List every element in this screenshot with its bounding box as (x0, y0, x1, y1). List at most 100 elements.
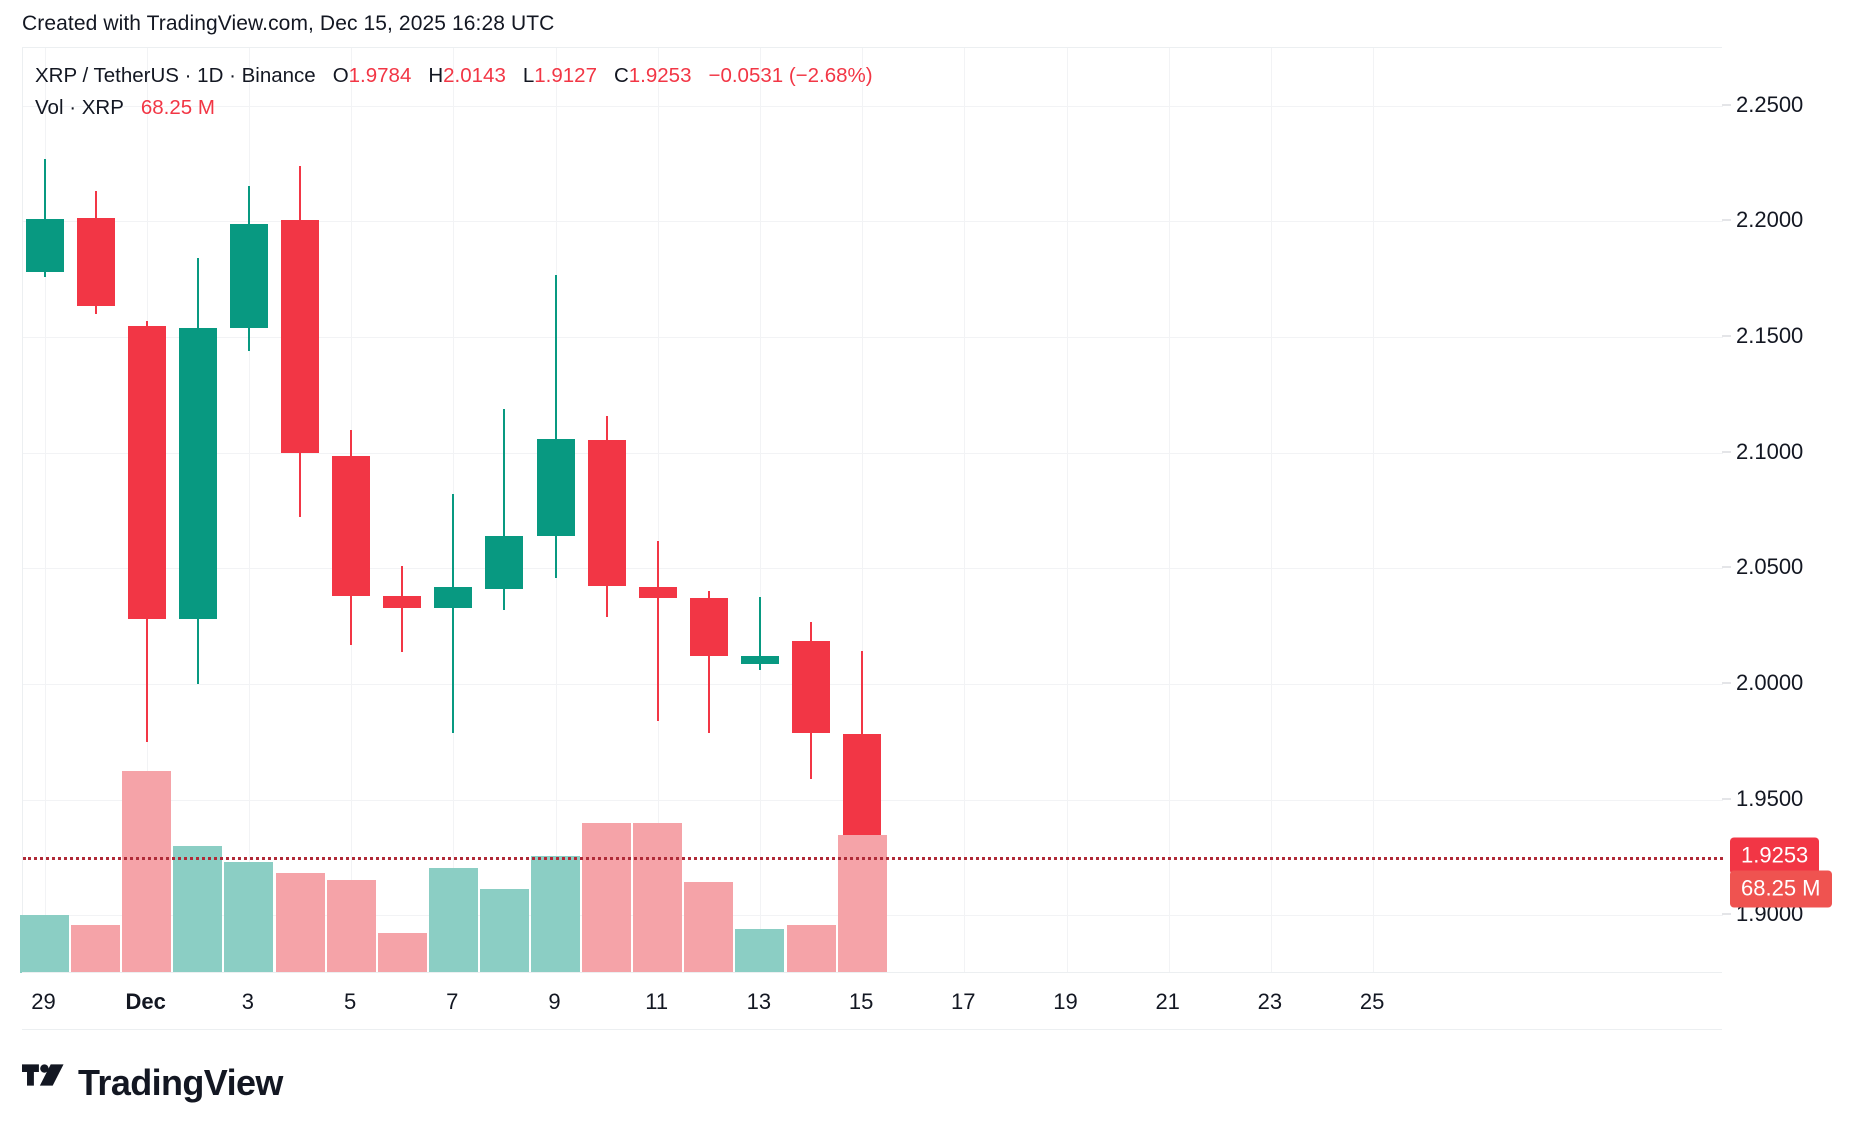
volume-bar (326, 880, 376, 973)
volume-bar (122, 771, 172, 973)
time-tick-label: 19 (1053, 989, 1078, 1014)
price-tick-mark (1722, 451, 1731, 453)
price-tick-label: 2.1000 (1736, 438, 1804, 464)
legend-close-label: C (613, 64, 629, 87)
tradingview-mark-icon (22, 1064, 64, 1086)
chart-frame[interactable]: XRP / TetherUS · 1D · Binance O1.9784 H2.0… (20, 47, 1723, 973)
gridline-horizontal (23, 683, 1723, 685)
candle-body (178, 327, 217, 620)
volume-bar (633, 822, 683, 973)
candle-body (536, 438, 575, 536)
candle-body (281, 220, 319, 453)
time-tick-label: 13 (746, 989, 772, 1014)
gridline-vertical (1271, 48, 1272, 973)
legend-low-label: L (522, 64, 535, 87)
candle-wick (656, 540, 659, 721)
legend-close-value: 1.9253 (628, 64, 692, 87)
volume-bar (20, 915, 69, 973)
time-tick-label: 29 (31, 989, 56, 1014)
candle-wick (707, 591, 710, 733)
volume-bar (224, 861, 274, 973)
time-tick-label: 5 (343, 989, 357, 1014)
candle-body (689, 598, 728, 657)
current-volume-badge[interactable]: 68.25 M (1730, 870, 1832, 908)
legend-open-label: O (332, 64, 349, 87)
time-tick-label: 7 (446, 989, 459, 1014)
legend-volume-value: 68.25 M (140, 96, 215, 119)
volume-bar (173, 845, 223, 973)
time-axis[interactable]: 29 Dec 3 5 7 9 11 13 15 17 19 21 23 25 (22, 972, 1722, 1030)
time-tick-label: 21 (1155, 989, 1180, 1014)
time-tick-label: Dec (125, 989, 166, 1014)
gridline-vertical (760, 48, 761, 973)
price-tick-mark (1722, 219, 1731, 221)
volume-bar (684, 882, 734, 973)
price-tick-mark (1722, 682, 1731, 684)
candle-wick (401, 566, 404, 652)
candle-wick (554, 274, 557, 578)
candle-body (434, 586, 473, 608)
volume-bar (479, 889, 529, 973)
price-tick-label: 2.2000 (1736, 207, 1804, 233)
candle-wick (758, 597, 761, 671)
candle-body (587, 439, 626, 586)
candle-body (485, 535, 524, 590)
price-tick-label: 2.0000 (1736, 669, 1804, 695)
legend-symbol[interactable]: XRP / TetherUS · 1D · Binance (35, 64, 316, 87)
volume-bar (428, 868, 478, 973)
candle-body (76, 217, 115, 306)
candle-wick (452, 494, 455, 733)
volume-bar (582, 822, 632, 973)
current-price-badge[interactable]: 1.9253 (1730, 837, 1820, 875)
tradingview-logo-text: TradingView (78, 1062, 283, 1103)
gridline-horizontal (23, 105, 1723, 107)
price-tick-mark (1722, 566, 1731, 568)
volume-bar (71, 924, 121, 973)
chart-legend: XRP / TetherUS · 1D · Binance O1.9784 H2.0… (35, 60, 873, 124)
gridline-vertical (658, 48, 659, 973)
time-tick-label: 25 (1359, 989, 1385, 1014)
current-price-line (23, 856, 1723, 860)
legend-volume-label[interactable]: Vol · XRP (35, 96, 124, 119)
price-tick-mark (1722, 335, 1731, 337)
volume-bar (377, 932, 427, 973)
gridline-horizontal (23, 221, 1723, 223)
legend-ohlc-row: XRP / TetherUS · 1D · Binance O1.9784 H2.0… (35, 60, 873, 92)
volume-bar (735, 928, 785, 973)
price-tick-label: 2.2500 (1736, 91, 1804, 117)
gridline-horizontal (23, 452, 1723, 454)
price-tick-label: 1.9500 (1736, 785, 1804, 811)
gridline-vertical (45, 48, 46, 973)
price-tick-mark (1722, 798, 1731, 800)
candle-body (25, 219, 64, 273)
candle-wick (503, 408, 506, 610)
legend-high-label: H (428, 64, 444, 87)
candle-body (127, 325, 166, 620)
legend-open-value: 1.9784 (348, 64, 412, 87)
candle-body (332, 456, 371, 597)
chart-plot-area[interactable] (20, 48, 1723, 973)
gridline-vertical (1067, 48, 1068, 973)
price-tick-mark (1722, 104, 1731, 106)
gridline-vertical (249, 48, 250, 973)
created-with-caption: Created with TradingView.com, Dec 15, 20… (22, 12, 555, 35)
tradingview-logo[interactable]: TradingView (22, 1062, 283, 1104)
candle-body (638, 586, 677, 599)
volume-bar (786, 924, 836, 973)
candle-body (792, 641, 830, 733)
time-tick-label: 9 (548, 989, 561, 1014)
candle-body (383, 596, 422, 608)
gridline-vertical (862, 48, 863, 973)
time-tick-label: 3 (241, 989, 255, 1014)
price-tick-label: 2.1500 (1736, 323, 1804, 349)
candle-body (740, 656, 779, 665)
price-axis[interactable]: 2.2500 2.2000 2.1500 2.1000 2.0500 2.0000 1.95… (1722, 47, 1856, 972)
time-tick-label: 17 (951, 989, 976, 1014)
legend-change-value: −0.0531 (−2.68%) (708, 64, 873, 87)
time-tick-label: 23 (1257, 989, 1283, 1014)
gridline-vertical (1373, 48, 1374, 973)
price-tick-mark (1722, 913, 1731, 915)
gridline-horizontal (23, 568, 1723, 570)
candle-wick (43, 159, 46, 277)
volume-bar (275, 873, 325, 973)
